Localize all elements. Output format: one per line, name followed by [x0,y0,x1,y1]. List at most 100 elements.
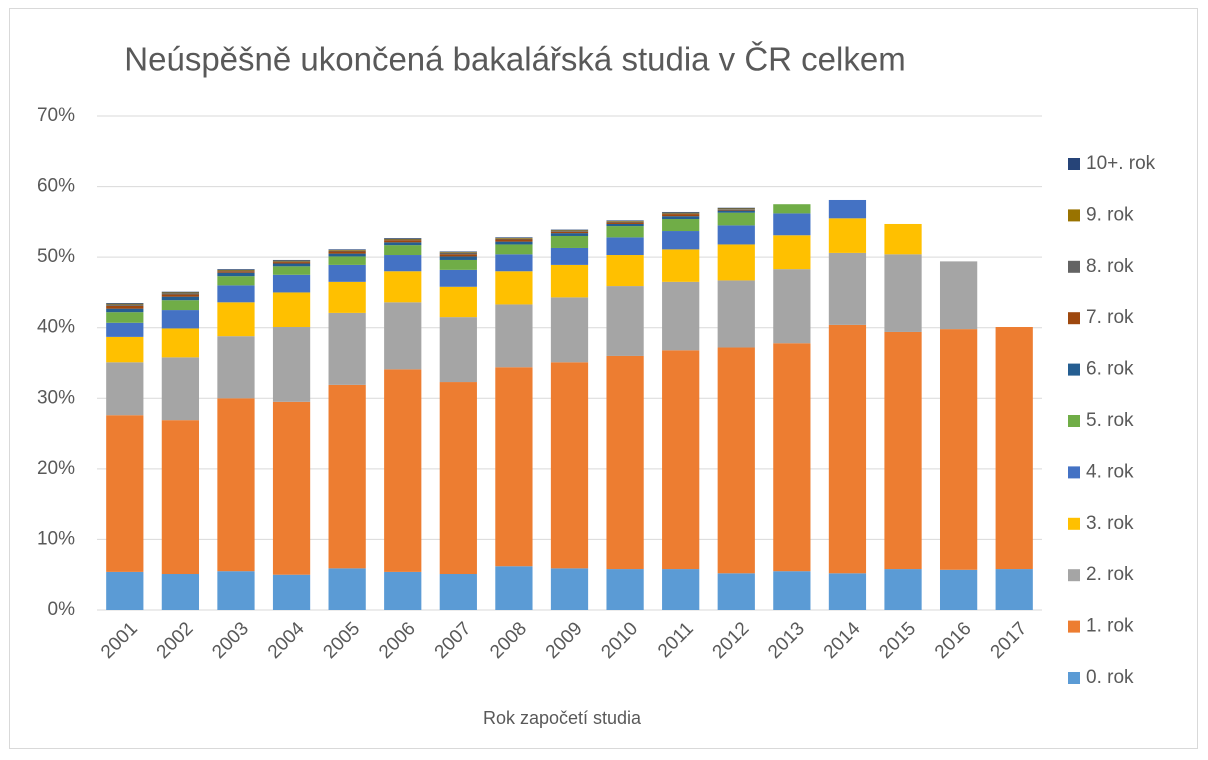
bar-segment [439,317,477,383]
bar-segment [439,251,477,253]
bar-segment [161,328,200,358]
bar-segment [106,336,144,363]
bar-segment [717,225,755,245]
bar-segment [217,269,255,271]
bar-segment [606,286,644,356]
bar-segment [828,218,867,253]
legend-label: 0. rok [1086,667,1134,688]
bar-segment [272,260,311,262]
y-tick-label: 20% [37,458,75,479]
bar-segment [717,208,755,210]
bar-segment [662,350,700,570]
bar-segment [384,255,422,272]
bar-segment [439,259,477,270]
bar-segment [328,264,366,282]
bar-segment [161,300,200,311]
legend-swatch [1068,415,1080,427]
bar-segment [828,324,867,574]
bar-segment [662,569,700,610]
legend-swatch [1068,672,1080,684]
bar-segment [384,238,422,240]
bar-segment [884,254,922,332]
bar-segment [495,241,533,245]
bar-segment [161,357,200,421]
bar-segment [217,398,255,572]
bar-segment [717,280,755,348]
legend-swatch [1068,620,1080,633]
bar-segment [384,242,422,246]
bar-segment [550,231,589,232]
bar-segment [495,271,533,305]
y-tick-label: 70% [37,105,75,126]
bar-segment [606,355,644,570]
bar-segment [106,362,144,416]
bar-segment [272,401,311,575]
x-axis-title: Rok započetí studia [483,708,642,728]
bar-segment [217,302,255,337]
legend-swatch [1068,569,1080,582]
bar-segment [662,212,700,214]
bar-segment [773,235,811,270]
bar-segment [384,571,422,610]
bar-segment [217,271,255,273]
bar-segment [495,304,533,368]
bar-segment [384,245,422,256]
bar-segment [717,209,755,210]
bar-segment [217,269,255,270]
bar-segment [717,209,755,211]
bar-segment [550,568,589,610]
bar-segment [217,270,255,272]
bar-segment [606,569,644,610]
bar-segment [106,571,144,610]
bar-segment [606,221,644,223]
bar-segment [606,222,644,224]
bar-segment [495,254,533,272]
bar-segment [106,312,144,323]
bar-segment [828,199,867,219]
bar-segment [439,256,477,260]
bar-segment [106,303,144,305]
bar-segment [161,291,200,293]
bar-segment [328,384,366,569]
bar-segment [161,310,200,329]
bar-segment [717,207,755,209]
bar-segment [161,293,200,295]
bar-segment [328,249,366,251]
bar-segment [495,566,533,610]
bar-segment [439,286,477,318]
legend-swatch [1068,312,1080,325]
bar-segment [384,238,422,239]
bar-segment [662,249,700,282]
bar-segment [662,214,700,217]
bar-segment [773,204,811,214]
bar-segment [717,347,755,574]
bar-segment [717,573,755,610]
y-tick-label: 50% [37,246,75,267]
bar-segment [662,213,700,215]
bar-segment [662,219,700,232]
bar-segment [328,281,366,313]
bar-segment [550,229,589,231]
bar-segment [384,302,422,370]
bar-segment [106,322,144,337]
bar-segment [272,292,311,328]
bar-segment [439,574,477,610]
bar-segment [328,253,366,257]
bar-segment [939,569,978,610]
bar-segment [272,327,311,402]
bar-segment [550,230,589,232]
y-tick-label: 60% [37,176,75,197]
bar-segment [217,285,255,303]
legend-label: 9. rok [1086,204,1134,225]
bar-segment [272,266,311,275]
legend-label: 2. rok [1086,564,1134,585]
bar-segment [328,256,366,265]
bar-segment [272,574,311,610]
legend-label: 7. rok [1086,307,1134,328]
bar-segment [939,261,978,330]
bar-segment [217,272,255,277]
bar-segment [439,254,477,257]
bar-segment [439,382,477,575]
